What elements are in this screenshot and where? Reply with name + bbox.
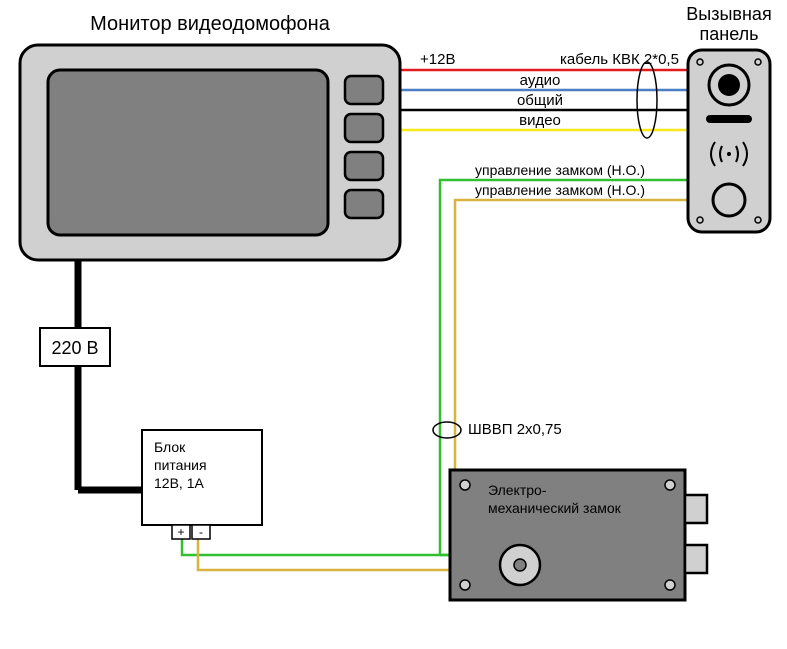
call-panel-title: Вызывная (686, 4, 771, 24)
cable-bundle-ellipse (637, 62, 657, 138)
screw-icon (665, 580, 675, 590)
shvvp-ellipse (433, 422, 461, 438)
wire-label-lock1: управление замком (Н.О.) (475, 162, 645, 178)
lock-bolt (685, 545, 707, 573)
lock-bolt (685, 495, 707, 523)
monitor-button (345, 76, 383, 104)
screw-icon (460, 580, 470, 590)
monitor-title: Монитор видеодомофона (90, 13, 331, 35)
call-button (713, 184, 745, 216)
cable-kvk-label: кабель КВК 2*0,5 (560, 51, 679, 68)
psu-label: питания (154, 457, 207, 473)
wire-label-12v: +12В (420, 51, 455, 68)
wire-label-video: видео (519, 112, 561, 129)
wire-label-lock2: управление замком (Н.О.) (475, 182, 645, 198)
shvvp-label: ШВВП 2х0,75 (468, 421, 562, 438)
lock-label: механический замок (488, 500, 622, 516)
wire-label-audio: аудио (520, 72, 561, 89)
lock-label: Электро- (488, 482, 547, 498)
monitor-button (345, 190, 383, 218)
screw-icon (460, 480, 470, 490)
psu-label: Блок (154, 439, 186, 455)
lock-body (450, 470, 685, 600)
monitor-button (345, 114, 383, 142)
wire-label-common: общий (517, 92, 563, 109)
voltage-220-label: 220 В (51, 338, 98, 358)
psu-label: 12В, 1А (154, 475, 204, 491)
screw-icon (665, 480, 675, 490)
svg-text:+: + (177, 525, 184, 539)
svg-text:-: - (199, 525, 203, 539)
ir-slot (706, 115, 752, 123)
call-panel-title: панель (700, 24, 759, 44)
camera-lens-inner (718, 74, 740, 96)
monitor-button (345, 152, 383, 180)
monitor-screen (48, 70, 328, 235)
